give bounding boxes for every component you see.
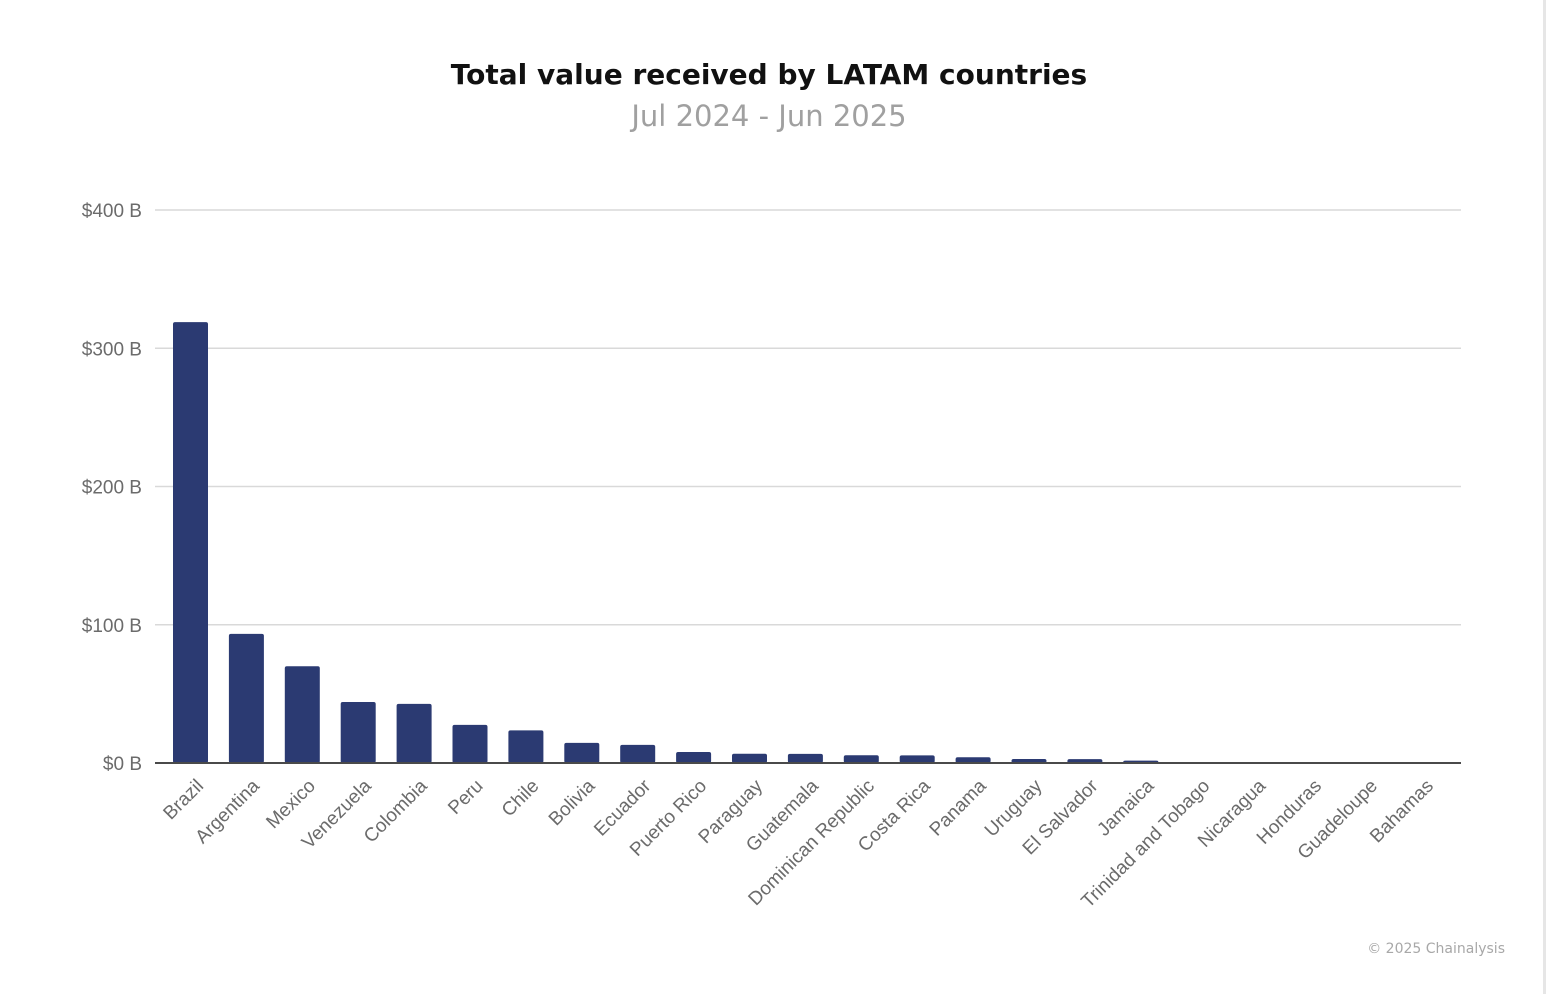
bar: [843, 755, 879, 763]
bar: [955, 757, 991, 763]
copyright-credit: © 2025 Chainalysis: [1367, 941, 1505, 957]
bar: [452, 724, 488, 763]
bar: [899, 755, 935, 763]
y-tick-label: $200 B: [82, 478, 142, 499]
bar: [340, 702, 376, 763]
page-edge: [1543, 0, 1546, 994]
bar: [396, 703, 432, 763]
bar: [732, 753, 767, 763]
bar: [508, 730, 544, 763]
x-tick-label: Brazil: [160, 776, 208, 824]
x-tick-label: Bolivia: [545, 775, 600, 830]
y-tick-label: $100 B: [82, 616, 142, 637]
x-tick-label: Panama: [926, 775, 991, 840]
bar: [676, 751, 712, 763]
chart-title: Total value received by LATAM countries: [451, 58, 1087, 91]
x-tick-label: Peru: [444, 776, 487, 819]
chart-subtitle: Jul 2024 - Jun 2025: [629, 99, 906, 133]
bar: [620, 744, 656, 763]
y-tick-label: $0 B: [103, 754, 142, 775]
y-axis: $0 B $100 B $200 B $300 B $400 B: [82, 201, 142, 775]
y-tick-label: $300 B: [82, 339, 142, 360]
bar: [228, 633, 264, 763]
bar: [173, 322, 208, 763]
bars: [173, 322, 1438, 763]
x-tick-label: Chile: [498, 776, 543, 821]
y-tick-label: $400 B: [82, 201, 142, 222]
gridlines: [155, 209, 1461, 626]
bar: [564, 742, 600, 763]
bar: [284, 666, 320, 763]
bar: [787, 753, 823, 763]
bar: [1011, 758, 1047, 763]
